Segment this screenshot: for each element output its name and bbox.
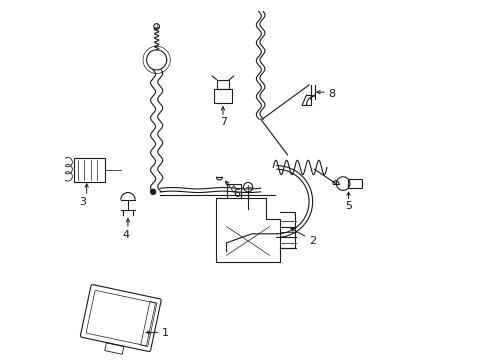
Text: 7: 7 xyxy=(220,117,227,127)
Text: 8: 8 xyxy=(327,89,334,99)
Text: 4: 4 xyxy=(122,230,129,240)
Circle shape xyxy=(150,189,155,194)
Bar xyxy=(214,89,231,103)
Bar xyxy=(347,179,362,188)
Text: 3: 3 xyxy=(79,197,86,207)
Text: 5: 5 xyxy=(344,201,351,211)
Bar xyxy=(141,302,157,347)
Text: 6: 6 xyxy=(233,189,240,199)
Bar xyxy=(104,343,123,354)
Bar xyxy=(216,80,229,89)
Bar xyxy=(74,158,104,182)
Text: 2: 2 xyxy=(308,236,316,246)
Text: 1: 1 xyxy=(162,328,169,338)
